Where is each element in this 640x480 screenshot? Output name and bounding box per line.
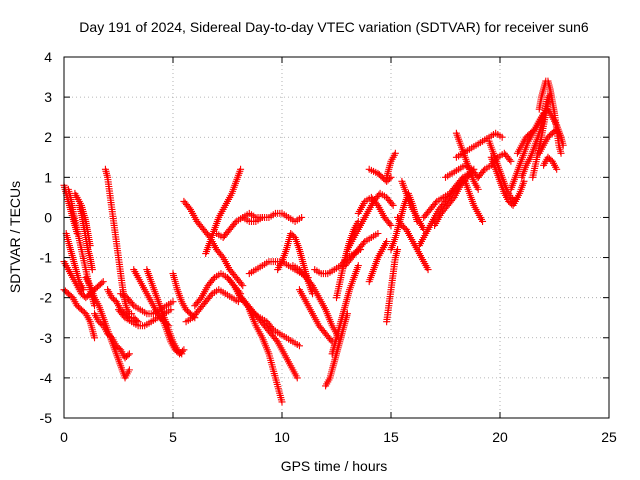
data-point: [391, 149, 399, 157]
data-point: [120, 312, 128, 320]
data-point: [388, 200, 396, 208]
data-point: [124, 351, 132, 359]
data-point: [80, 286, 88, 294]
data-point: [178, 347, 186, 355]
data-point: [209, 275, 217, 283]
data-point: [383, 238, 391, 246]
data-point: [449, 195, 457, 203]
data-point: [218, 252, 226, 260]
data-point: [373, 200, 381, 208]
x-tick-label: 5: [169, 429, 177, 445]
data-point: [295, 342, 303, 350]
data-point: [128, 300, 136, 308]
data-point: [360, 239, 368, 247]
y-tick-label: 1: [44, 169, 52, 185]
y-tick-label: -2: [40, 290, 53, 306]
y-tick-label: 3: [44, 89, 52, 105]
chart-title: Day 191 of 2024, Sidereal Day-to-day VTE…: [79, 19, 589, 35]
data-point: [431, 199, 439, 207]
data-point: [479, 167, 487, 175]
data-point: [559, 141, 567, 149]
y-tick-label: 2: [44, 129, 52, 145]
y-tick-label: -5: [40, 410, 53, 426]
data-point: [513, 193, 521, 201]
data-point: [125, 366, 133, 374]
data-point: [99, 278, 107, 286]
data-point: [507, 157, 515, 165]
data-point: [557, 149, 565, 157]
data-point: [298, 213, 306, 221]
y-axis-label: SDTVAR / TECUs: [7, 181, 23, 293]
data-point: [73, 229, 81, 237]
x-tick-label: 25: [601, 429, 617, 445]
data-point: [180, 346, 188, 354]
axes: 0 5 10 15 20 25 -5 -4 -3 -2 -1 0 1 2 3 4: [40, 49, 617, 445]
data-point: [125, 350, 133, 358]
y-tick-label: -4: [40, 370, 53, 386]
y-tick-label: 4: [44, 49, 52, 65]
data-point: [474, 185, 482, 193]
x-tick-label: 0: [60, 429, 68, 445]
data-point: [293, 374, 301, 382]
data-point: [239, 282, 247, 290]
data-point: [498, 133, 506, 141]
data-point: [354, 262, 362, 270]
data-point: [167, 306, 175, 314]
data-point: [506, 156, 514, 164]
data-point: [237, 280, 245, 288]
x-tick-label: 10: [274, 429, 290, 445]
data-point: [386, 220, 394, 228]
data-point: [387, 221, 395, 229]
y-tick-label: 0: [44, 209, 52, 225]
data-point: [553, 165, 561, 173]
data-points: [60, 77, 567, 406]
data-point: [231, 219, 239, 227]
x-axis-label: GPS time / hours: [281, 458, 388, 474]
x-tick-label: 20: [492, 429, 508, 445]
data-point: [207, 291, 215, 299]
data-point: [479, 217, 487, 225]
data-point: [229, 280, 237, 288]
data-point: [424, 266, 432, 274]
data-point: [394, 246, 402, 254]
y-tick-label: -1: [40, 250, 53, 266]
data-point: [374, 229, 382, 237]
data-point: [169, 298, 177, 306]
data-point: [389, 201, 397, 209]
data-point: [520, 177, 528, 185]
data-point: [98, 279, 106, 287]
data-point: [196, 295, 204, 303]
data-point: [237, 165, 245, 173]
data-point: [307, 280, 315, 288]
data-point: [91, 334, 99, 342]
data-point: [272, 336, 280, 344]
data-point: [88, 266, 96, 274]
y-tick-label: -3: [40, 330, 53, 346]
plot-frame: [63, 56, 610, 419]
data-point: [185, 204, 193, 212]
data-point: [278, 398, 286, 406]
x-tick-label: 15: [383, 429, 399, 445]
